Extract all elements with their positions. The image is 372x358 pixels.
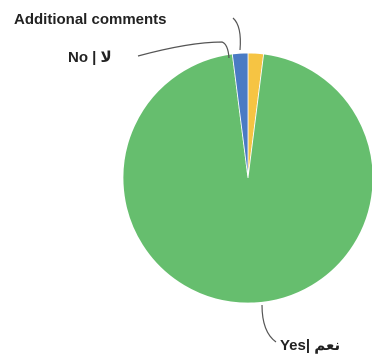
label-additional-comments: Additional comments xyxy=(14,11,167,28)
pie-slice-1 xyxy=(122,53,372,304)
pie-slices xyxy=(122,52,372,304)
leader-lines xyxy=(137,17,277,343)
label-no: No | لا xyxy=(68,49,112,66)
slice-labels: Additional comments No | لا Yes| نعم xyxy=(14,11,340,354)
leader-line-yes xyxy=(261,304,277,343)
label-yes: Yes| نعم xyxy=(280,337,340,354)
pie-slice-2 xyxy=(231,52,249,179)
leader-line-no xyxy=(137,41,230,59)
leader-line-additional-comments xyxy=(232,17,241,51)
